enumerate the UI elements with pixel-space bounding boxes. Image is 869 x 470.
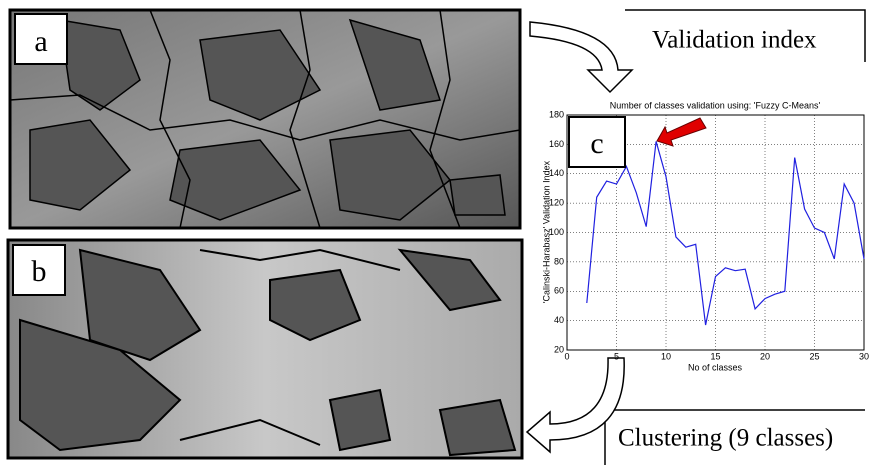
x-tick-label: 0 — [564, 351, 569, 361]
y-tick-label: 40 — [554, 315, 564, 325]
data-line — [586, 141, 865, 326]
x-tick-label: 30 — [859, 351, 869, 361]
image-b: b — [6, 238, 524, 460]
panel-label-box — [568, 116, 626, 168]
x-tick-label: 20 — [760, 351, 770, 361]
x-axis-title: No of classes — [688, 362, 743, 372]
x-tick-label: 5 — [614, 351, 619, 361]
y-tick-label: 120 — [549, 198, 564, 208]
y-tick-label: 80 — [554, 256, 564, 266]
image-a: a — [8, 8, 522, 230]
chart-title: Number of classes validation using: 'Fuz… — [610, 100, 821, 110]
y-tick-label: 160 — [549, 139, 564, 149]
x-tick-label: 10 — [661, 351, 671, 361]
y-axis-title: 'Calinski-Harabasz' Validation Index — [541, 160, 551, 303]
y-tick-label: 180 — [549, 109, 564, 119]
panel-label: c — [590, 127, 603, 160]
panel-label: a — [34, 25, 47, 58]
chart: 20 40 60 80 100 120 140 160 180 0 5 10 15 20 25 30 — [549, 109, 869, 361]
panel-label: b — [32, 255, 47, 288]
flow-arrow — [525, 357, 625, 454]
y-tick-label: 100 — [549, 227, 564, 237]
pointer-arrow — [656, 117, 707, 147]
caption-bottom: Clustering (9 classes) — [618, 425, 833, 452]
y-tick-label: 140 — [549, 168, 564, 178]
x-tick-label: 25 — [809, 351, 819, 361]
flow-arrow — [529, 21, 634, 94]
x-tick-label: 15 — [710, 351, 720, 361]
caption-top: Validation index — [652, 27, 817, 54]
y-tick-label: 20 — [554, 344, 564, 354]
y-tick-label: 60 — [554, 286, 564, 296]
caption-border — [625, 9, 866, 62]
